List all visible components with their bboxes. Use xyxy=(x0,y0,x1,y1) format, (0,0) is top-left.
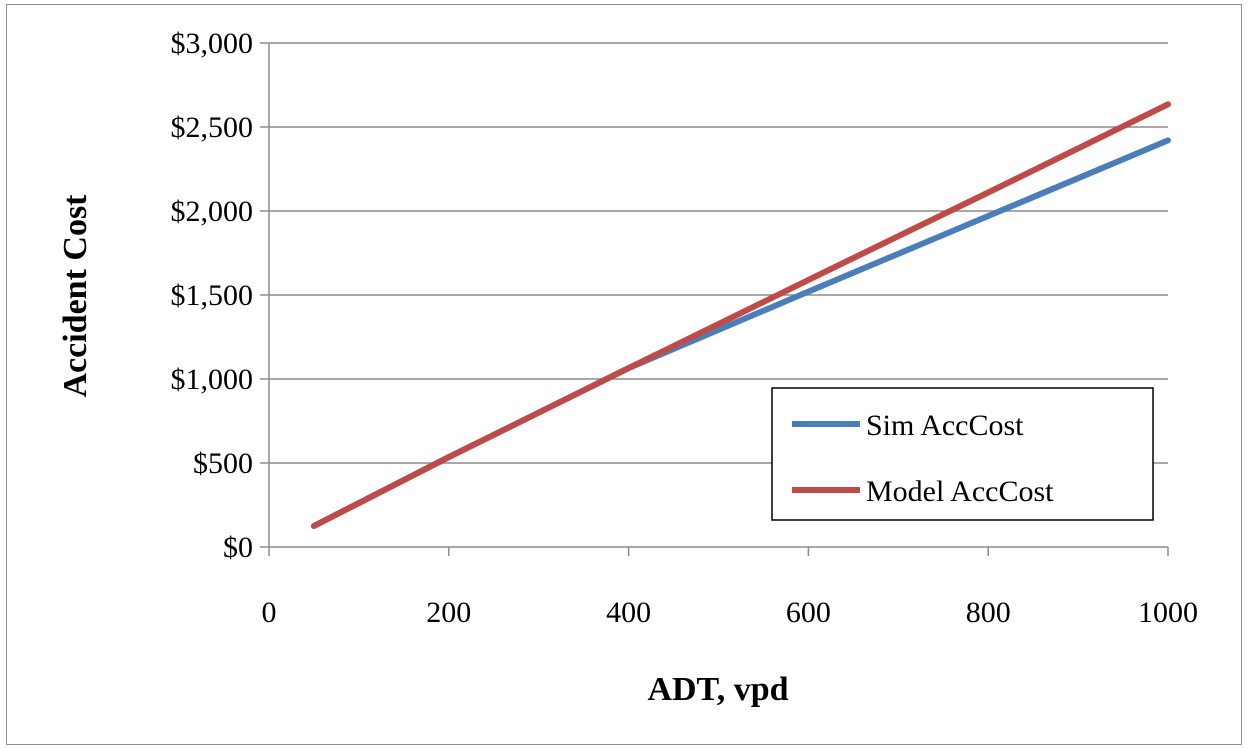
y-tick-label: $2,500 xyxy=(171,111,254,144)
x-tick-label: 600 xyxy=(786,596,831,629)
x-tick-label: 200 xyxy=(426,596,471,629)
series-lines xyxy=(310,101,1171,529)
x-tick-label: 800 xyxy=(966,596,1011,629)
y-axis-title: Accident Cost xyxy=(57,194,94,398)
series-line-model-acccost xyxy=(310,101,1171,529)
y-tick-label: $0 xyxy=(223,531,253,564)
x-axis-title: ADT, vpd xyxy=(647,671,788,708)
y-tick-label: $500 xyxy=(193,447,253,480)
axes xyxy=(260,42,1169,556)
legend-label-sim-acccost: Sim AccCost xyxy=(866,409,1024,442)
legend: Sim AccCost Model AccCost xyxy=(771,387,1154,521)
y-tick-label: $1,500 xyxy=(171,279,254,312)
x-tick-label: 0 xyxy=(262,596,277,629)
tick-labels: $0 $500 $1,000 $1,500 $2,000 $2,500 $3,000 0 200… xyxy=(171,27,1199,629)
y-tick-label: $3,000 xyxy=(171,27,254,60)
x-tick-label: 1000 xyxy=(1138,596,1198,629)
legend-label-model-acccost: Model AccCost xyxy=(866,475,1054,508)
y-tick-label: $2,000 xyxy=(171,195,254,228)
y-tick-label: $1,000 xyxy=(171,363,254,396)
x-tick-label: 400 xyxy=(606,596,651,629)
legend-box xyxy=(771,387,1154,521)
